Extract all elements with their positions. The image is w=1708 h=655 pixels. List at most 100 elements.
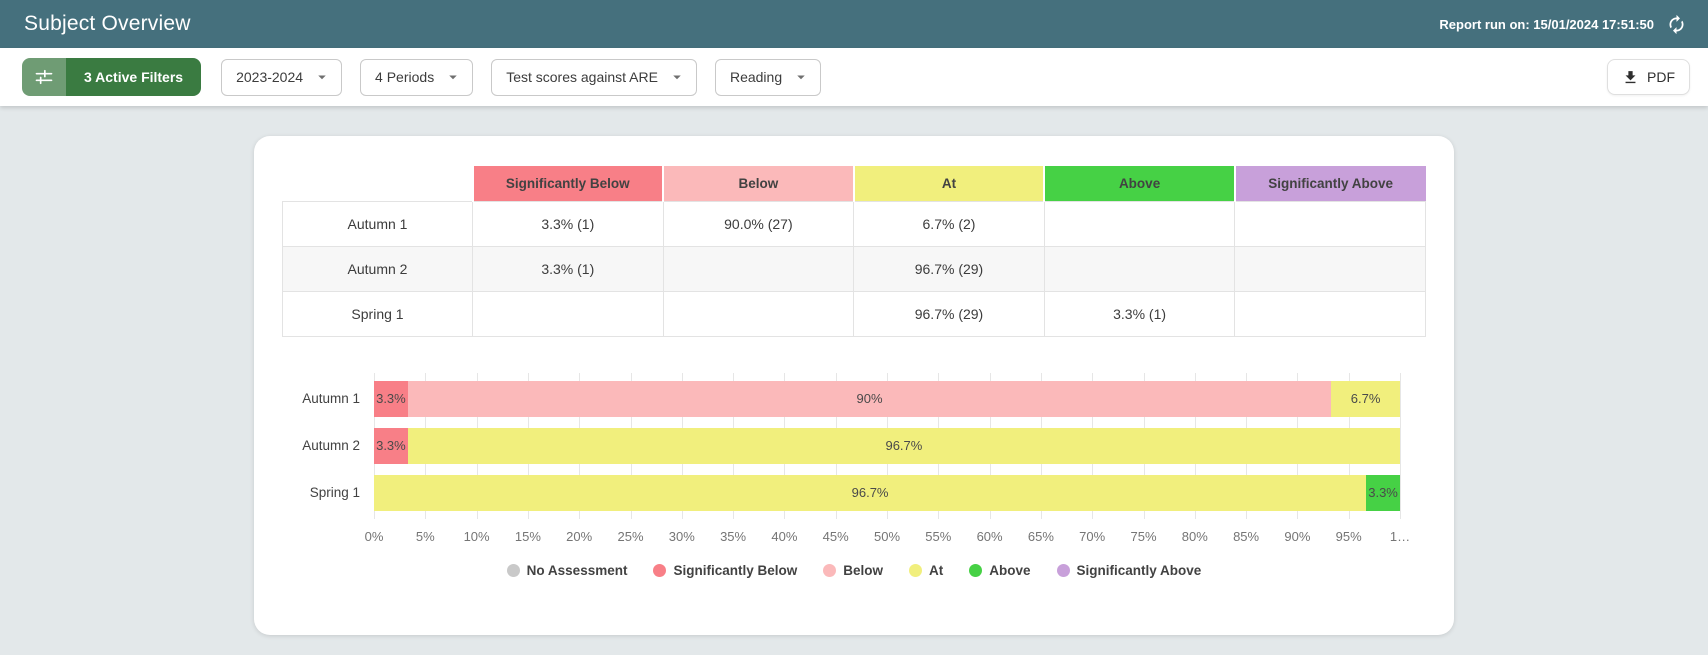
refresh-icon[interactable] xyxy=(1666,13,1688,35)
legend-label: No Assessment xyxy=(526,562,628,578)
x-axis-tick: 55% xyxy=(925,528,952,544)
table-cell xyxy=(1234,245,1426,292)
table-cell: 6.7% (2) xyxy=(853,200,1045,247)
download-icon xyxy=(1625,70,1636,83)
periods-value: 4 Periods xyxy=(375,69,435,85)
subject-select[interactable]: Reading xyxy=(714,58,822,96)
chevron-down-icon xyxy=(449,75,457,80)
legend-label: Above xyxy=(989,562,1031,578)
legend-label: Significantly Below xyxy=(673,562,798,578)
column-header: At xyxy=(852,166,1045,201)
table-row: Autumn 2 3.3% (1) 96.7% (29) xyxy=(282,245,1426,292)
bar-segment-above[interactable]: 3.3% xyxy=(1366,474,1400,511)
table-row: Spring 1 96.7% (29) 3.3% (1) xyxy=(282,290,1426,337)
chart-category-label: Autumn 2 xyxy=(302,438,360,453)
bar-row: 3.3% 96.7% xyxy=(374,427,1400,464)
bar-row: 3.3% 90% 6.7% xyxy=(374,380,1400,417)
x-axis-tick: 40% xyxy=(771,528,798,544)
filter-toolbar: 3 Active Filters 2023-2024 4 Periods Test … xyxy=(0,48,1708,106)
row-label: Autumn 2 xyxy=(282,245,473,292)
legend-label: Below xyxy=(843,562,884,578)
pdf-button-label: PDF xyxy=(1647,69,1675,85)
table-cell: 3.3% (1) xyxy=(1043,290,1236,337)
top-header: Subject Overview Report run on: 15/01/20… xyxy=(0,0,1708,48)
chevron-down-icon xyxy=(673,75,681,80)
bar-segment-at[interactable]: 96.7% xyxy=(374,474,1367,511)
legend-dot xyxy=(823,563,837,577)
table-cell xyxy=(662,290,855,337)
x-axis-tick: 75% xyxy=(1130,528,1157,544)
report-card: Significantly Below Below At Above Significa… xyxy=(254,136,1454,635)
x-axis-tick: 90% xyxy=(1284,528,1311,544)
table-corner-cell xyxy=(282,166,473,201)
comparison-value: Test scores against ARE xyxy=(506,69,658,85)
periods-select[interactable]: 4 Periods xyxy=(360,58,474,96)
comparison-select[interactable]: Test scores against ARE xyxy=(491,58,697,96)
x-axis-tick: 30% xyxy=(668,528,695,544)
legend-item-significantly-below[interactable]: Significantly Below xyxy=(653,563,797,578)
x-axis-tick: 20% xyxy=(566,528,593,544)
legend-dot xyxy=(969,563,983,577)
bar-segment-at[interactable]: 96.7% xyxy=(407,427,1400,464)
stacked-bar-chart: Autumn 1 Autumn 2 Spring 1 3.3% 90% 6.7% 3.3%… xyxy=(282,372,1426,519)
academic-year-select[interactable]: 2023-2024 xyxy=(221,58,343,96)
legend-dot xyxy=(653,563,667,577)
bar-row: 96.7% 3.3% xyxy=(374,474,1400,511)
x-axis-tick: 60% xyxy=(976,528,1003,544)
bar-segment-significantly-below[interactable]: 3.3% xyxy=(374,380,408,417)
legend-item-above[interactable]: Above xyxy=(969,562,1031,578)
table-cell xyxy=(472,290,664,337)
legend-label: Significantly Above xyxy=(1076,562,1202,578)
table-cell xyxy=(1043,245,1236,292)
dropdown-group: 2023-2024 4 Periods Test scores against AR… xyxy=(221,58,822,96)
legend-dot xyxy=(1056,563,1070,577)
active-filters-button[interactable]: 3 Active Filters xyxy=(22,58,202,96)
legend-item-no-assessment[interactable]: No Assessment xyxy=(506,562,628,578)
table-row: Autumn 1 3.3% (1) 90.0% (27) 6.7% (2) xyxy=(282,200,1426,247)
active-filters-label: 3 Active Filters xyxy=(66,58,202,96)
table-cell xyxy=(1234,200,1426,247)
table-cell: 96.7% (29) xyxy=(853,290,1045,337)
legend-dot xyxy=(506,563,520,577)
column-header: Significantly Above xyxy=(1233,166,1426,201)
bar-segment-below[interactable]: 90% xyxy=(407,380,1332,417)
x-axis-tick: 1… xyxy=(1389,528,1411,544)
x-axis-tick: 25% xyxy=(617,528,644,544)
x-axis-tick: 15% xyxy=(514,528,541,544)
chart-category-label: Autumn 1 xyxy=(302,391,360,406)
x-axis-tick: 70% xyxy=(1079,528,1106,544)
column-header: Above xyxy=(1043,166,1235,201)
legend-item-significantly-above[interactable]: Significantly Above xyxy=(1056,562,1202,578)
pdf-download-button[interactable]: PDF xyxy=(1607,59,1690,95)
chevron-down-icon xyxy=(797,75,805,80)
legend-dot xyxy=(909,563,923,577)
legend-label: At xyxy=(929,562,944,578)
legend-item-below[interactable]: Below xyxy=(823,563,883,578)
table-cell xyxy=(1234,290,1426,337)
page-title: Subject Overview xyxy=(24,12,191,35)
report-run-timestamp: Report run on: 15/01/2024 17:51:50 xyxy=(1439,16,1654,32)
table-cell: 3.3% (1) xyxy=(472,245,664,292)
academic-year-value: 2023-2024 xyxy=(236,69,304,85)
legend-item-at[interactable]: At xyxy=(909,563,943,578)
x-axis-tick: 10% xyxy=(463,528,490,544)
table-cell: 3.3% (1) xyxy=(472,200,664,247)
x-axis-tick: 80% xyxy=(1181,528,1208,544)
bar-segment-at[interactable]: 6.7% xyxy=(1331,380,1400,417)
results-table: Significantly Below Below At Above Significa… xyxy=(282,166,1426,337)
table-cell xyxy=(1043,200,1236,247)
x-axis-tick: 85% xyxy=(1233,528,1260,544)
x-axis-tick: 5% xyxy=(415,528,435,544)
row-label: Spring 1 xyxy=(282,290,473,337)
chart-legend: No Assessment Significantly Below Below At A… xyxy=(282,563,1426,578)
subject-value: Reading xyxy=(729,69,783,85)
x-axis-tick: 95% xyxy=(1335,528,1362,544)
bar-segment-significantly-below[interactable]: 3.3% xyxy=(374,427,408,464)
page-content: Significantly Below Below At Above Significa… xyxy=(0,106,1708,655)
chevron-down-icon xyxy=(318,75,326,80)
x-axis-tick: 35% xyxy=(720,528,747,544)
filter-sliders-icon xyxy=(22,58,66,96)
chart-category-label: Spring 1 xyxy=(309,485,360,500)
table-cell xyxy=(662,245,855,292)
x-axis-tick: 45% xyxy=(822,528,849,544)
